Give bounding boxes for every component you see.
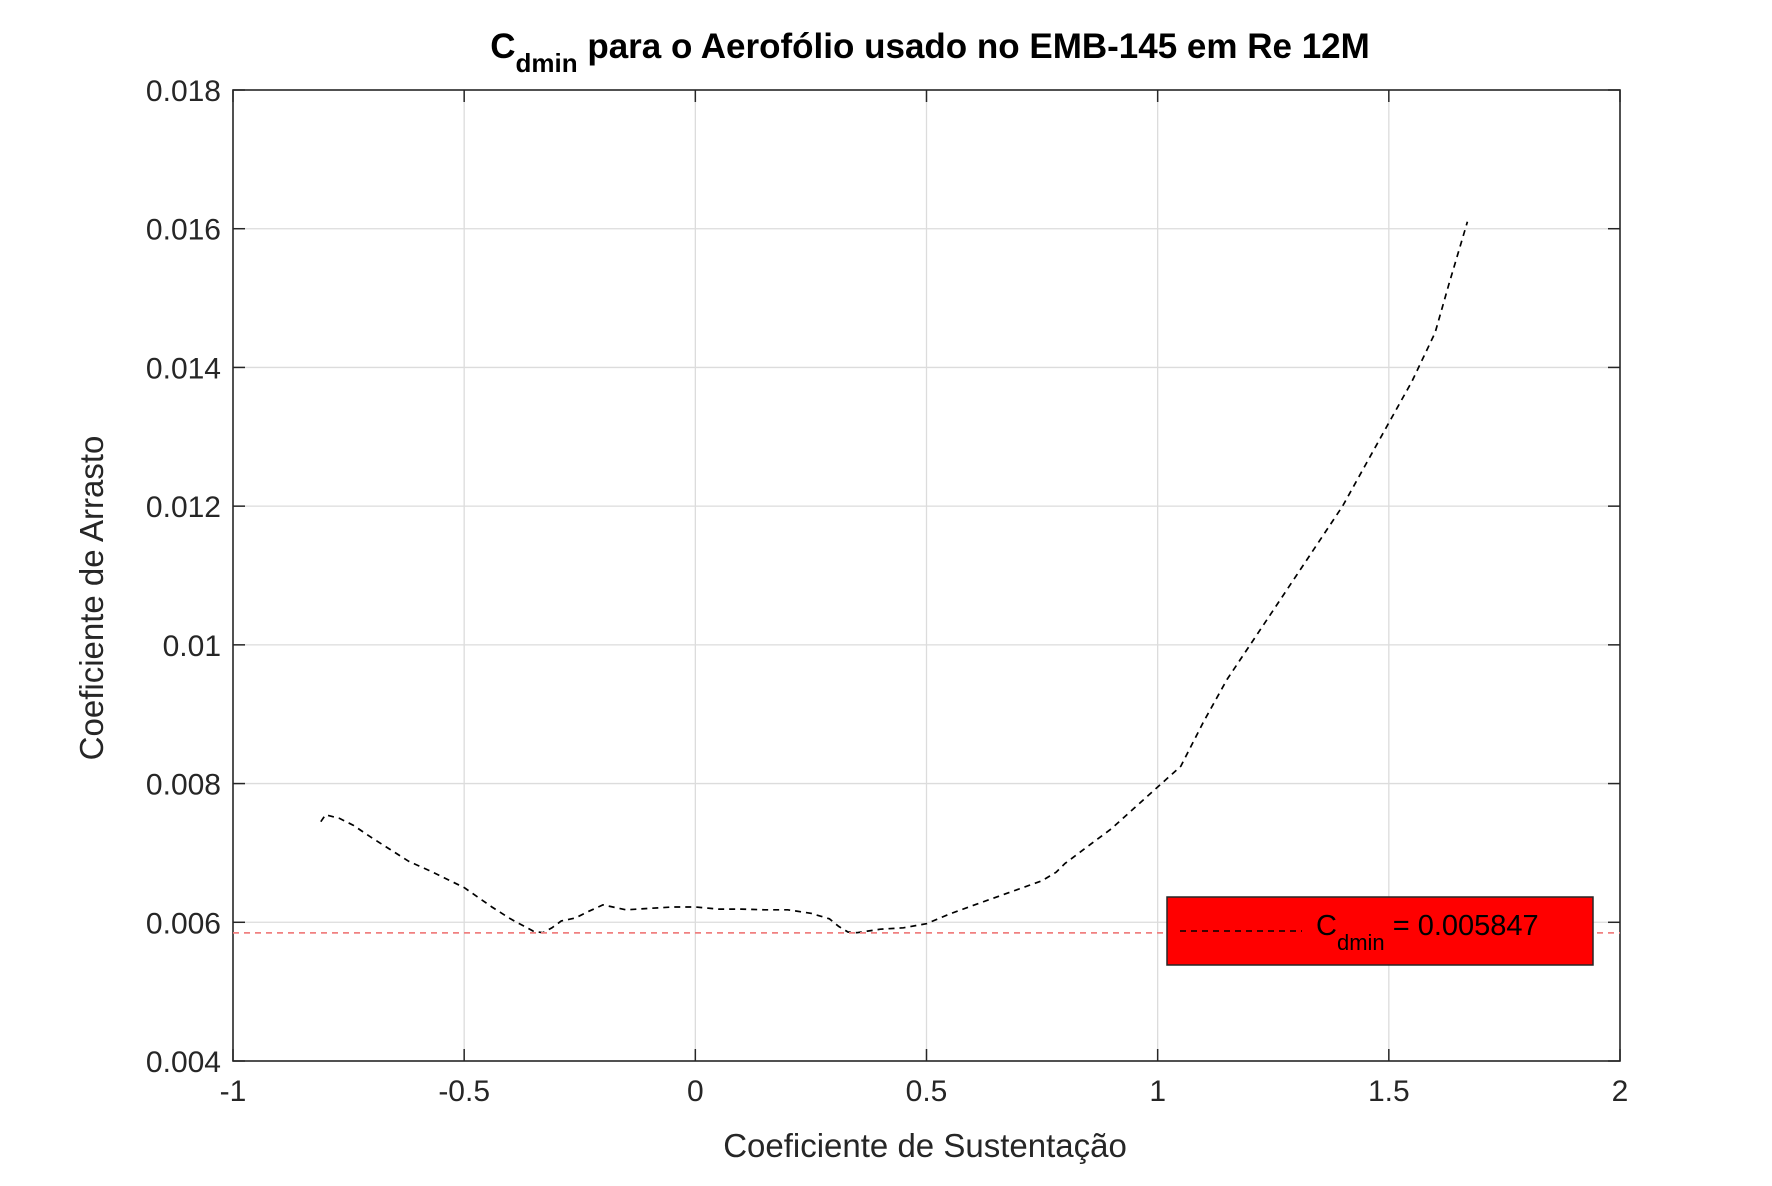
legend-label-base: C <box>1316 910 1337 942</box>
legend: Cdmin = 0.005847 <box>1166 896 1594 966</box>
drag-polar-line <box>320 221 1469 934</box>
y-tick-label: 0.006 <box>146 907 221 940</box>
x-tick-label: 2 <box>1612 1075 1629 1108</box>
y-tick-label: 0.004 <box>146 1046 221 1079</box>
y-tick-label: 0.018 <box>146 75 221 108</box>
x-tick-label: 0 <box>687 1075 704 1108</box>
x-axis-label: Coeficiente de Sustentação <box>723 1127 1127 1164</box>
x-tick-label: 0.5 <box>906 1075 948 1108</box>
chart-title: Cdmin para o Aerofólio usado no EMB-145 … <box>490 27 1370 78</box>
x-tick-label: 1 <box>1149 1075 1166 1108</box>
x-tick-label: 1.5 <box>1368 1075 1410 1108</box>
y-tick-label: 0.016 <box>146 214 221 247</box>
label-layer: -1 -0.5 0 0.5 1 1.5 2 0.004 0.006 0.008 0.01 0.012 0… <box>146 75 1628 1108</box>
x-tick-label: -0.5 <box>438 1075 490 1108</box>
y-tick-label: 0.014 <box>146 352 221 385</box>
legend-label-subscript: dmin <box>1337 930 1385 955</box>
title-base: C <box>490 27 515 66</box>
y-tick-label: 0.01 <box>163 630 221 663</box>
tick-layer <box>232 89 1621 1062</box>
grid-layer <box>233 90 1620 1061</box>
y-tick-label: 0.012 <box>146 491 221 524</box>
title-subscript: dmin <box>515 48 577 78</box>
y-axis-label: Coeficiente de Arrasto <box>73 436 110 761</box>
legend-label-rest: = 0.005847 <box>1385 910 1539 942</box>
title-rest: para o Aerofólio usado no EMB-145 em Re … <box>578 27 1370 66</box>
legend-label: Cdmin = 0.005847 <box>1316 910 1539 955</box>
x-tick-label: -1 <box>220 1075 247 1108</box>
y-tick-label: 0.008 <box>146 769 221 802</box>
